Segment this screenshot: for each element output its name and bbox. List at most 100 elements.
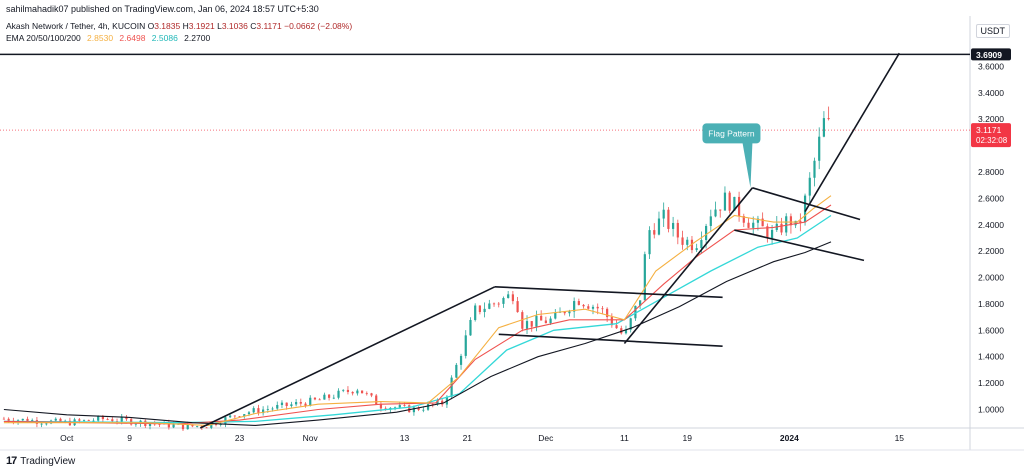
candle-body: [723, 192, 727, 211]
candle-body: [629, 318, 632, 330]
candle-body: [676, 222, 679, 238]
candle-body: [672, 222, 675, 229]
callout-text: Flag Pattern: [708, 128, 755, 138]
trendline: [498, 333, 723, 347]
candle-body: [106, 419, 109, 420]
candle-body: [450, 377, 453, 397]
candle-body: [624, 329, 628, 334]
x-tick-label: 19: [683, 433, 693, 443]
y-tick-label: 1.0000: [978, 405, 1004, 415]
candle-body: [422, 409, 425, 411]
close-label: C: [250, 21, 257, 31]
candle-body: [780, 223, 783, 233]
symbol-line: Akash Network / Tether, 4h, KUCOIN O3.18…: [6, 20, 352, 32]
candle-body: [2, 418, 6, 420]
candle-body: [667, 209, 670, 229]
candle-body: [134, 423, 137, 425]
candle-body: [554, 312, 557, 319]
candle-body: [7, 418, 10, 421]
candle-body: [408, 405, 411, 413]
y-tick-label: 3.6000: [978, 61, 1004, 71]
candle-body: [822, 118, 826, 137]
candle-body: [464, 335, 467, 356]
candle-body: [276, 404, 279, 409]
y-tick-label: 2.2000: [978, 246, 1004, 256]
change-value: −0.0662 (−2.08%): [284, 21, 353, 31]
candle-body: [459, 355, 463, 365]
trendline: [494, 285, 723, 299]
candle-body: [709, 216, 712, 226]
candle-body: [172, 424, 175, 428]
candle-body: [455, 364, 458, 378]
symbol-name[interactable]: Akash Network / Tether, 4h, KUCOIN: [6, 21, 146, 31]
ema50-value: 2.6498: [119, 33, 146, 43]
candle-body: [653, 230, 656, 235]
candle-body: [97, 416, 100, 421]
y-tick-label: 1.2000: [978, 378, 1004, 388]
candle-body: [393, 407, 397, 409]
candle-body: [587, 306, 590, 309]
candle-body: [568, 311, 571, 314]
ema-label[interactable]: EMA 20/50/100/200: [6, 33, 81, 43]
candle-body: [700, 239, 703, 249]
price-tag: [971, 123, 1011, 148]
candle-body: [794, 220, 797, 226]
candle-body: [827, 118, 830, 120]
candle-body: [582, 304, 585, 307]
candle-body: [280, 402, 284, 405]
ema20-value: 2.8530: [87, 33, 114, 43]
candle-body: [766, 226, 769, 239]
candle-body: [695, 248, 698, 251]
candle-body: [26, 418, 29, 423]
candle-body: [266, 409, 269, 410]
high-value: 3.1921: [188, 21, 215, 31]
resistance-tag: [971, 48, 1011, 61]
open-value: 3.1835: [154, 21, 181, 31]
candle-body: [591, 306, 595, 309]
candle-body: [290, 404, 293, 407]
publisher-bar: sahilmahadik07 published on TradingView.…: [0, 0, 1024, 16]
candle-body: [728, 192, 731, 211]
tradingview-logo[interactable]: 17 TradingView: [6, 455, 75, 467]
candle-body: [733, 196, 736, 211]
candle-body: [158, 423, 161, 425]
candle-body: [148, 423, 152, 427]
candle-body: [474, 305, 477, 320]
candle-body: [601, 308, 604, 310]
candle-body: [181, 423, 185, 430]
candle-body: [233, 415, 236, 417]
currency-button[interactable]: USDT: [975, 24, 1010, 38]
candle-body: [681, 237, 684, 245]
candle-body: [351, 391, 354, 394]
price-tag-label: 3.1171: [976, 125, 1002, 135]
x-tick-label: 2024: [780, 433, 799, 443]
tradingview-logo-text: TradingView: [20, 455, 76, 467]
candle-body: [92, 420, 95, 422]
candle-body: [704, 225, 708, 240]
candle-body: [120, 417, 123, 422]
candle-body: [770, 229, 774, 239]
candle-body: [285, 402, 288, 407]
x-tick-label: 23: [235, 433, 245, 443]
x-tick-label: 9: [127, 433, 132, 443]
candle-body: [747, 222, 750, 228]
candle-body: [257, 408, 260, 414]
candle-body: [577, 301, 580, 305]
x-tick-label: 11: [620, 433, 629, 443]
candle-body: [563, 311, 566, 314]
candle-body: [365, 393, 368, 395]
candles-group: [2, 106, 830, 431]
candle-body: [327, 394, 331, 398]
candle-body: [360, 390, 364, 394]
candle-body: [87, 419, 90, 421]
candle-body: [441, 400, 444, 405]
candle-body: [525, 321, 529, 329]
y-tick-label: 2.8000: [978, 167, 1004, 177]
candle-body: [789, 216, 793, 226]
candle-body: [398, 405, 401, 408]
candle-body: [803, 195, 807, 223]
candle-body: [379, 404, 383, 409]
candle-body: [403, 405, 406, 406]
candle-body: [247, 412, 251, 415]
